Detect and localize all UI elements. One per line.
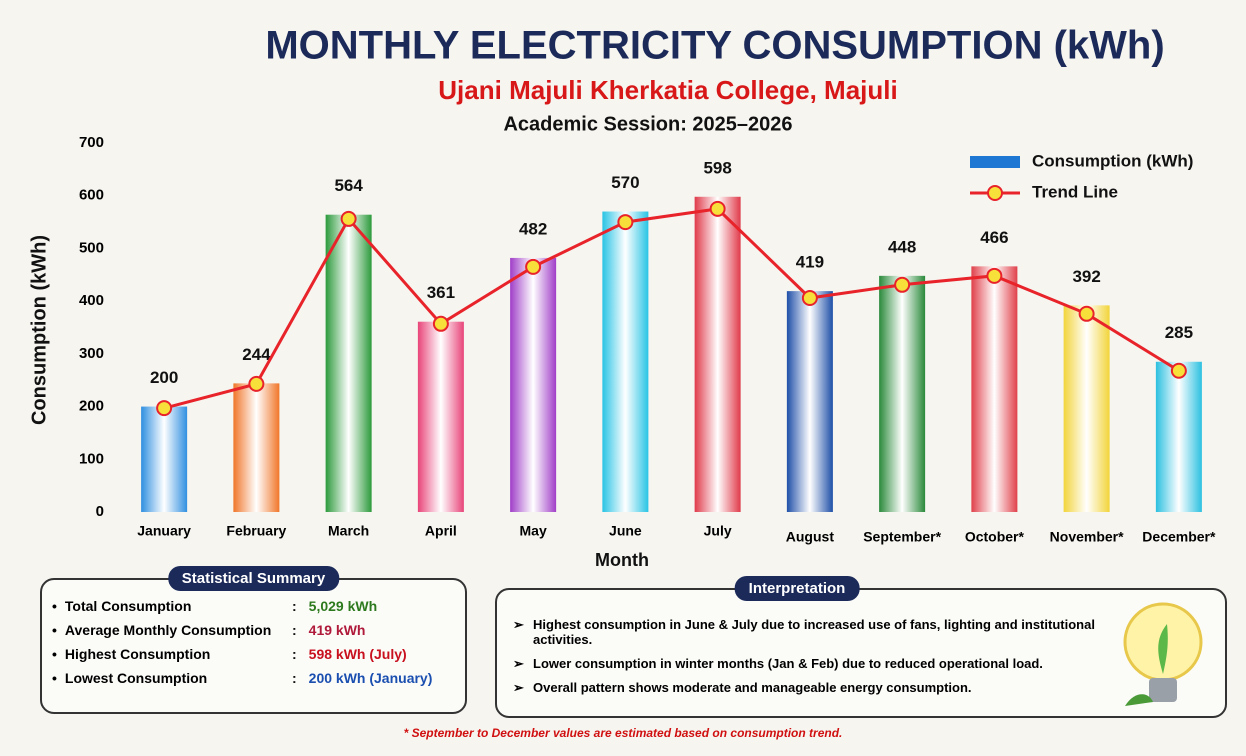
bar	[971, 266, 1018, 512]
y-tick-label: 0	[96, 503, 104, 520]
legend-swatch	[970, 156, 1020, 168]
legend-label: Consumption (kWh)	[1032, 151, 1193, 170]
interpretation-point: Highest consumption in June & July due t…	[513, 617, 1123, 647]
summary-label: Total Consumption	[52, 598, 292, 614]
bar	[1063, 305, 1110, 512]
x-tick-label: February	[226, 523, 286, 539]
chart-subtitle: Ujani Majuli Kherkatia College, Majuli	[438, 75, 897, 105]
data-label: 466	[980, 228, 1008, 247]
interpretation-list: Highest consumption in June & July due t…	[497, 590, 1225, 696]
trend-marker	[1170, 362, 1187, 379]
trend-marker	[617, 214, 634, 231]
data-label: 564	[334, 176, 363, 195]
bar	[233, 383, 280, 512]
x-tick-label: April	[425, 523, 457, 539]
legend-marker	[987, 185, 1003, 201]
summary-row: Total Consumption5,029 kWh	[52, 598, 465, 614]
summary-panel: Statistical Summary Total Consumption5,0…	[40, 566, 467, 714]
data-label: 598	[703, 158, 731, 177]
x-axis-label: Month	[595, 550, 649, 570]
bar	[694, 196, 741, 513]
trend-line	[163, 207, 1180, 410]
trend-marker	[525, 258, 542, 275]
interpretation-title: Interpretation	[734, 576, 860, 601]
legend-label: Trend Line	[1032, 182, 1118, 201]
bar	[141, 406, 188, 512]
bar	[602, 211, 649, 512]
footnote: * September to December values are estim…	[403, 726, 843, 740]
y-tick-label: 200	[79, 398, 104, 415]
x-tick-label: September*	[863, 529, 941, 545]
y-tick-label: 100	[79, 450, 104, 467]
x-tick-label: October*	[965, 529, 1025, 545]
data-label: 361	[427, 283, 455, 302]
summary-list: Total Consumption5,029 kWhAverage Monthl…	[42, 580, 465, 686]
summary-label: Highest Consumption	[52, 646, 292, 662]
y-tick-label: 700	[79, 134, 104, 151]
x-tick-label: August	[786, 529, 835, 545]
trend-marker	[340, 210, 357, 227]
y-tick-label: 300	[79, 345, 104, 362]
interpretation-point: Overall pattern shows moderate and manag…	[513, 680, 1123, 696]
x-tick-label: June	[609, 523, 642, 539]
summary-value: 598 kWh (July)	[292, 646, 407, 662]
summary-title: Statistical Summary	[167, 566, 340, 591]
summary-value: 200 kWh (January)	[292, 670, 433, 686]
bar	[510, 257, 557, 512]
trend-marker	[894, 276, 911, 293]
summary-label: Lowest Consumption	[52, 670, 292, 686]
data-label: 419	[796, 253, 824, 272]
x-tick-label: May	[520, 523, 547, 539]
data-label: 570	[611, 173, 639, 192]
y-tick-label: 500	[79, 239, 104, 256]
bar	[417, 321, 464, 512]
data-label: 482	[519, 219, 547, 238]
trend-marker	[986, 267, 1003, 284]
summary-value: 419 kWh	[292, 622, 366, 638]
x-tick-label: November*	[1050, 529, 1124, 545]
bar	[786, 291, 833, 512]
summary-row: Highest Consumption598 kWh (July)	[52, 646, 465, 662]
trend-marker	[156, 400, 173, 417]
data-label: 392	[1072, 267, 1100, 286]
data-label: 448	[888, 237, 916, 256]
interpretation-panel: Interpretation Highest consumption in Ju…	[495, 576, 1227, 718]
trend-marker	[432, 315, 449, 332]
y-tick-label: 600	[79, 187, 104, 204]
chart: MONTHLY ELECTRICITY CONSUMPTION (kWh) Uj…	[28, 24, 1216, 570]
x-tick-label: March	[328, 523, 369, 539]
y-axis-label: Consumption (kWh)	[28, 235, 50, 425]
summary-row: Lowest Consumption200 kWh (January)	[52, 670, 465, 686]
chart-title: MONTHLY ELECTRICITY CONSUMPTION (kWh)	[265, 24, 1164, 68]
interpretation-point: Lower consumption in winter months (Jan …	[513, 656, 1123, 672]
x-tick-label: January	[137, 523, 191, 539]
summary-row: Average Monthly Consumption419 kWh	[52, 622, 465, 638]
y-tick-label: 400	[79, 292, 104, 309]
data-label: 244	[242, 345, 271, 364]
trend-marker	[1078, 305, 1095, 322]
trend-marker	[709, 200, 726, 217]
trend-marker	[801, 289, 818, 306]
session: Academic Session: 2025–2026	[503, 113, 792, 135]
summary-label: Average Monthly Consumption	[52, 622, 292, 638]
trend-marker	[248, 375, 265, 392]
x-tick-label: July	[704, 523, 732, 539]
bar	[1155, 361, 1202, 512]
data-label: 200	[150, 368, 178, 387]
bulb-icon	[1123, 602, 1203, 706]
bar	[879, 275, 926, 512]
bar	[325, 214, 372, 513]
data-label: 285	[1165, 323, 1193, 342]
summary-value: 5,029 kWh	[292, 598, 377, 614]
x-tick-label: December*	[1142, 529, 1216, 545]
